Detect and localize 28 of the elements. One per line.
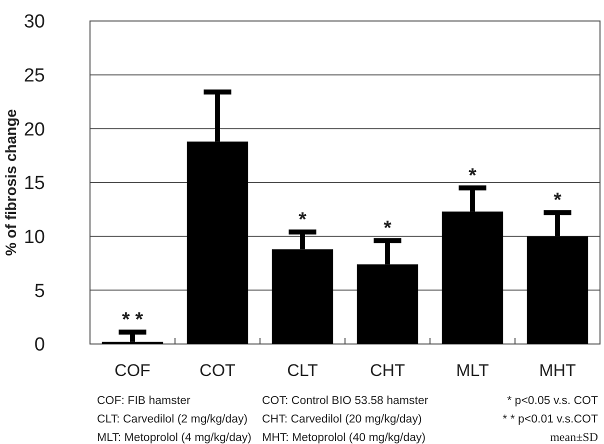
text: CHT: Carvedilol (20 mg/kg/day): [262, 414, 422, 426]
x-tick-label: COF: [114, 361, 150, 380]
x-tick-label: CHT: [370, 361, 405, 380]
y-tick-label: 25: [24, 65, 45, 86]
annotation: *: [384, 218, 392, 240]
text: CLT: Carvedilol (2 mg/kg/day): [97, 414, 248, 426]
y-tick-label: 15: [24, 173, 45, 194]
annotation: *: [298, 209, 307, 232]
text: mean±SD: [550, 430, 598, 444]
y-tick-label: 5: [34, 280, 45, 302]
annotation: *: [554, 190, 562, 212]
y-tick-label: 20: [24, 119, 45, 140]
annotation: * *: [122, 309, 144, 332]
text: MLT: Metoprolol (4 mg/kg/day): [97, 432, 252, 444]
y-tick-label: 10: [24, 226, 45, 248]
text: MHT: Metoprolol (40 mg/kg/day): [262, 432, 426, 444]
text: * p<0.05 v.s. COT: [507, 395, 598, 407]
y-axis-title: % of fibrosis change: [3, 109, 20, 256]
annotation: *: [468, 164, 477, 187]
text: * * p<0.01 v.s.COT: [502, 414, 598, 426]
x-tick-label: CLT: [287, 361, 318, 380]
x-tick-label: MHT: [539, 361, 576, 380]
x-tick-label: COT: [200, 361, 236, 380]
text: COF: FIB hamster: [97, 395, 190, 407]
y-tick-label: 0: [34, 334, 45, 356]
y-tick-label: 30: [24, 12, 45, 33]
text: COT: Control BIO 53.58 hamster: [262, 395, 428, 407]
x-tick-label: MLT: [456, 361, 489, 380]
